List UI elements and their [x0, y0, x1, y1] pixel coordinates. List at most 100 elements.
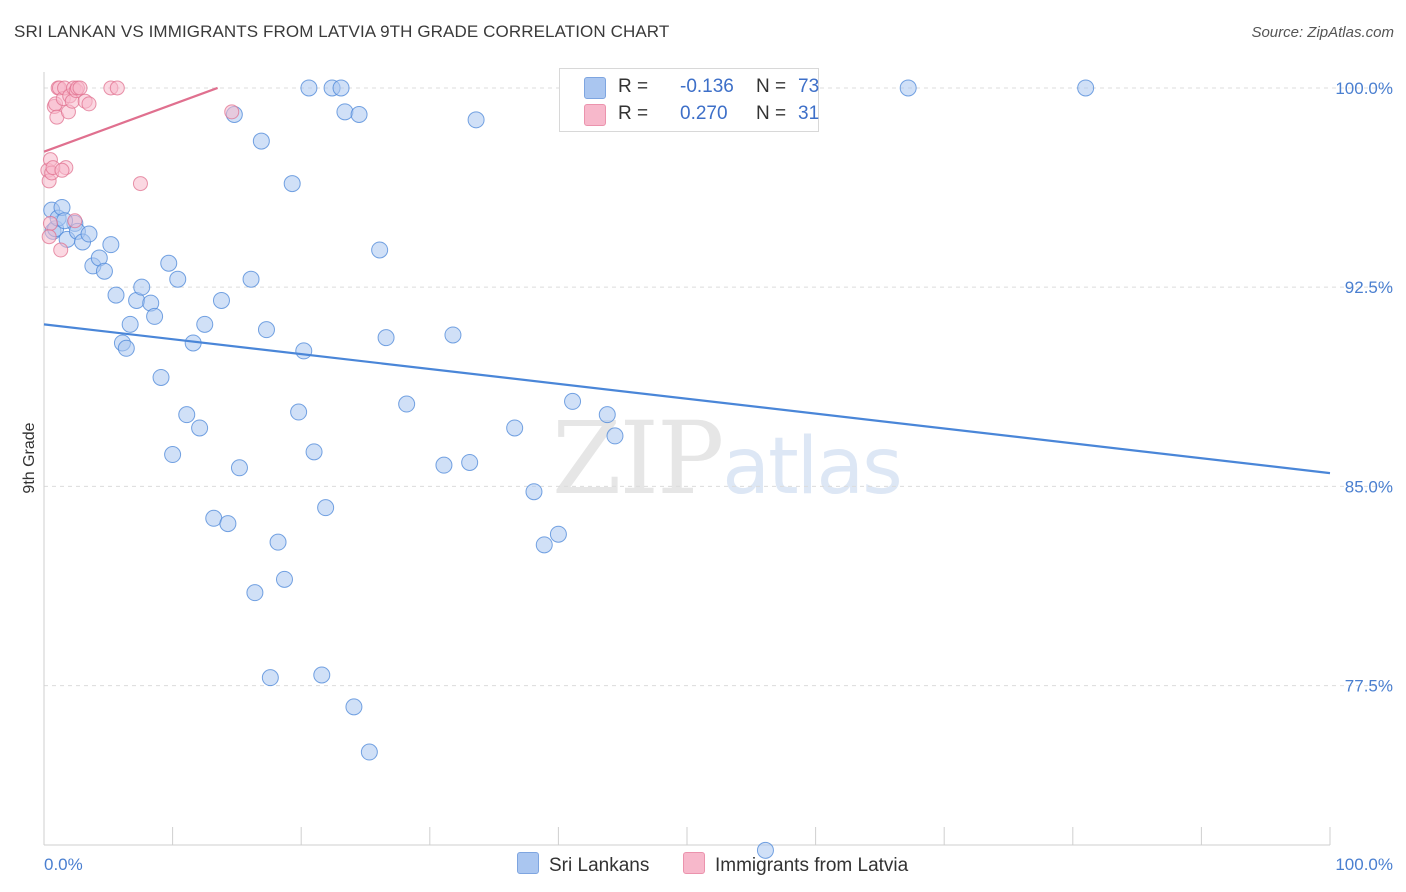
- point-sri-lankans: [345, 698, 363, 716]
- point-sri-lankans: [295, 342, 313, 360]
- point-sri-lankans: [152, 368, 170, 386]
- bottom-legend-label-sri-lankans: Sri Lankans: [549, 855, 650, 876]
- legend-n-value: 73: [798, 76, 820, 97]
- point-sri-lankans: [336, 103, 354, 121]
- point-sri-lankans: [444, 326, 462, 344]
- bottom-legend-latvia: Immigrants from Latvia: [683, 852, 908, 877]
- point-latvia: [72, 80, 88, 96]
- point-sri-lankans: [283, 175, 301, 193]
- point-sri-lankans: [290, 403, 308, 421]
- gridlines: [44, 87, 1392, 687]
- point-latvia: [41, 229, 57, 245]
- point-sri-lankans: [371, 241, 389, 259]
- bottom-legend-swatch-sri-lankans: [517, 852, 539, 874]
- axes: [43, 72, 1331, 846]
- point-sri-lankans: [80, 225, 98, 243]
- point-sri-lankans: [467, 111, 485, 129]
- tick-labels: 77.5% 85.0% 92.5% 100.0% 0.0% 100.0% 9th Grade: [21, 79, 1393, 874]
- source-credit: Source: ZipAtlas.com: [1251, 24, 1394, 41]
- legend-swatch-sri-lankans: [584, 77, 606, 99]
- point-sri-lankans: [261, 669, 279, 687]
- bottom-legend-sri-lankans: Sri Lankans: [517, 852, 649, 877]
- point-sri-lankans: [1077, 79, 1095, 97]
- point-latvia: [132, 176, 148, 192]
- point-sri-lankans: [219, 515, 237, 533]
- point-sri-lankans: [246, 584, 264, 602]
- point-latvia: [109, 80, 125, 96]
- point-sri-lankans: [160, 254, 178, 272]
- point-sri-lankans: [350, 106, 368, 124]
- point-sri-lankans: [252, 132, 270, 150]
- point-latvia: [224, 104, 240, 120]
- point-sri-lankans: [525, 483, 543, 501]
- point-latvia: [81, 96, 97, 112]
- legend-swatch-latvia: [584, 104, 606, 126]
- legend-r-label: R =: [618, 103, 649, 124]
- point-sri-lankans: [133, 278, 151, 296]
- point-latvia: [53, 242, 69, 258]
- chart-title: SRI LANKAN VS IMMIGRANTS FROM LATVIA 9TH…: [14, 22, 670, 41]
- point-latvia: [54, 162, 70, 178]
- point-sri-lankans: [598, 406, 616, 424]
- data-points: [40, 79, 1095, 859]
- legend-n-label: N =: [756, 76, 787, 97]
- point-sri-lankans: [212, 291, 230, 309]
- y-axis-title: 9th Grade: [21, 422, 38, 493]
- point-sri-lankans: [146, 307, 164, 325]
- point-sri-lankans: [461, 453, 479, 471]
- y-tick-label: 85.0%: [1345, 477, 1393, 496]
- bottom-legend-label-latvia: Immigrants from Latvia: [715, 855, 909, 876]
- trend-lines: [43, 86, 1331, 475]
- point-sri-lankans: [275, 570, 293, 588]
- y-tick-label: 100.0%: [1335, 79, 1393, 98]
- point-sri-lankans: [164, 446, 182, 464]
- point-sri-lankans: [756, 841, 774, 859]
- point-sri-lankans: [606, 427, 624, 445]
- point-sri-lankans: [535, 536, 553, 554]
- point-sri-lankans: [506, 419, 524, 437]
- x-tick-label-max: 100.0%: [1335, 855, 1393, 874]
- point-sri-lankans: [305, 443, 323, 461]
- correlation-legend: R = -0.136 N = 73 R = 0.270 N = 31: [559, 68, 819, 132]
- point-sri-lankans: [899, 79, 917, 97]
- point-sri-lankans: [191, 419, 209, 437]
- x-tick-label-min: 0.0%: [44, 855, 83, 874]
- legend-n-value: 31: [798, 103, 820, 124]
- point-sri-lankans: [178, 406, 196, 424]
- point-sri-lankans: [230, 459, 248, 477]
- point-sri-lankans: [205, 509, 223, 527]
- legend-r-value: -0.136: [680, 76, 734, 97]
- point-sri-lankans: [121, 315, 139, 333]
- point-sri-lankans: [564, 392, 582, 410]
- watermark-atlas: atlas: [722, 422, 902, 512]
- point-sri-lankans: [257, 321, 275, 339]
- point-sri-lankans: [269, 533, 287, 551]
- point-sri-lankans: [196, 315, 214, 333]
- point-sri-lankans: [169, 270, 187, 288]
- point-sri-lankans: [242, 270, 260, 288]
- point-sri-lankans: [435, 456, 453, 474]
- point-latvia: [67, 213, 83, 229]
- watermark-zip: ZIP: [552, 400, 724, 517]
- point-sri-lankans: [360, 743, 378, 761]
- point-sri-lankans: [332, 79, 350, 97]
- point-sri-lankans: [107, 286, 125, 304]
- point-sri-lankans: [317, 499, 335, 517]
- point-sri-lankans: [95, 262, 113, 280]
- point-sri-lankans: [117, 339, 135, 357]
- point-sri-lankans: [313, 666, 331, 684]
- point-sri-lankans: [377, 329, 395, 347]
- watermark: ZIPatlas: [552, 400, 903, 517]
- y-tick-label: 77.5%: [1345, 677, 1393, 696]
- point-latvia: [42, 215, 58, 231]
- point-sri-lankans: [300, 79, 318, 97]
- y-tick-label: 92.5%: [1345, 278, 1393, 297]
- point-sri-lankans: [102, 236, 120, 254]
- point-sri-lankans: [549, 525, 567, 543]
- legend-r-value: 0.270: [680, 103, 728, 124]
- legend-r-label: R =: [618, 76, 649, 97]
- trend-line-latvia: [43, 86, 218, 153]
- legend-n-label: N =: [756, 103, 787, 124]
- point-sri-lankans: [398, 395, 416, 413]
